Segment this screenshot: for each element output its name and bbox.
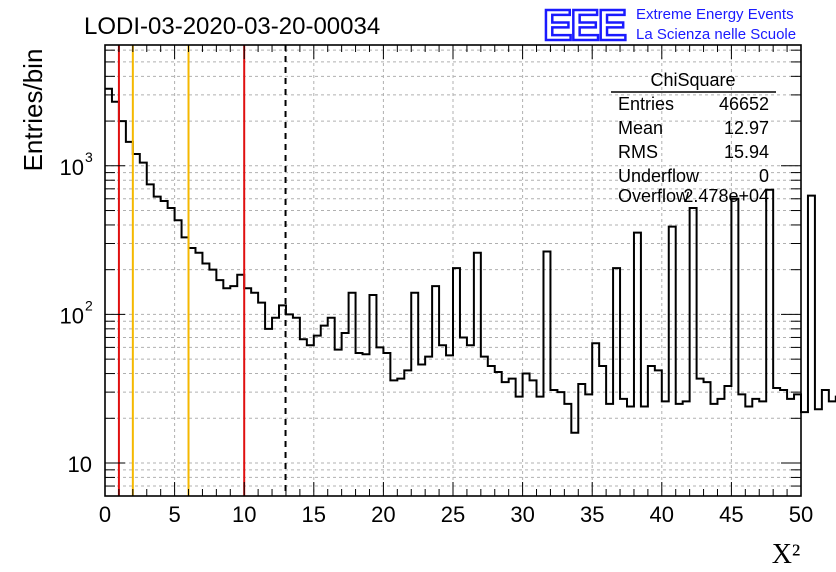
stats-value-underflow: 0	[759, 166, 769, 186]
stats-label-entries: Entries	[618, 94, 674, 114]
stats-value-rms: 15.94	[724, 142, 769, 162]
x-tick-label: 0	[99, 502, 111, 527]
histogram-steps	[105, 87, 836, 434]
eee-logo: EEE	[543, 1, 626, 50]
x-tick-label: 35	[580, 502, 604, 527]
x-tick-label: 45	[719, 502, 743, 527]
x-tick-label: 40	[650, 502, 674, 527]
stats-value-mean: 12.97	[724, 118, 769, 138]
stats-title: ChiSquare	[650, 70, 735, 90]
logo-line-2: La Scienza nelle Scuole	[636, 26, 796, 43]
stats-value-entries: 46652	[719, 94, 769, 114]
y-axis-label: Entries/bin	[18, 49, 48, 172]
axis-ticks	[104, 45, 802, 497]
svg-text:10: 10	[68, 452, 92, 477]
grid	[105, 45, 801, 497]
svg-text:3: 3	[85, 149, 93, 165]
stats-label-underflow: Underflow	[618, 166, 700, 186]
histogram-layer	[105, 87, 836, 434]
y-tick-label: 10	[68, 452, 92, 477]
svg-text:10: 10	[60, 155, 84, 180]
x-tick-label: 50	[789, 502, 813, 527]
stats-box: ChiSquare Entries 46652 Mean 12.97 RMS 1…	[611, 70, 776, 206]
x-tick-label: 20	[371, 502, 395, 527]
x-tick-label: 5	[168, 502, 180, 527]
logo-line-1: Extreme Energy Events	[636, 6, 794, 23]
stats-value-overflow: 2.478e+04	[683, 186, 769, 206]
svg-text:10: 10	[60, 303, 84, 328]
stats-label-mean: Mean	[618, 118, 663, 138]
x-axis-label: X²	[772, 539, 801, 570]
y-tick-label: 10 2	[60, 297, 93, 328]
x-tick-label: 10	[232, 502, 256, 527]
x-tick-label: 15	[302, 502, 326, 527]
x-tick-label: 25	[441, 502, 465, 527]
chart-title: LODI-03-2020-03-20-00034	[84, 13, 380, 40]
x-tick-label: 30	[510, 502, 534, 527]
stats-label-rms: RMS	[618, 142, 658, 162]
y-tick-label: 10 3	[60, 149, 93, 180]
svg-text:2: 2	[85, 297, 93, 313]
marker-lines	[117, 45, 287, 496]
stats-label-overflow: Overflow	[618, 186, 690, 206]
